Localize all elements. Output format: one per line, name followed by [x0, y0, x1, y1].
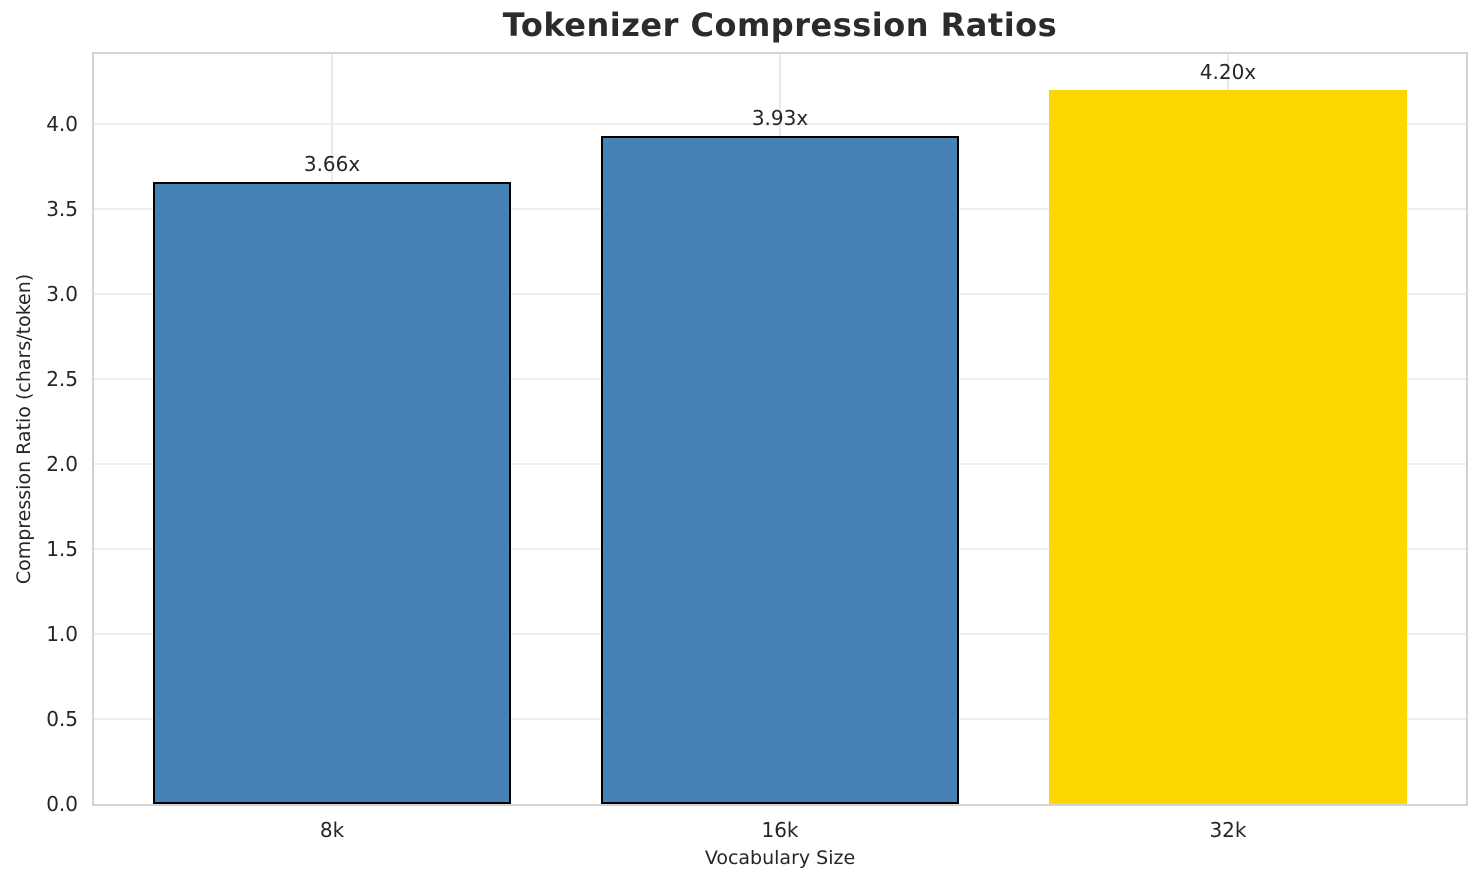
- plot-area: 3.66x 3.93x 4.20x: [92, 52, 1468, 806]
- chart-title: Tokenizer Compression Ratios: [502, 6, 1058, 44]
- bar-16k: [601, 135, 959, 804]
- bar-value-label: 4.20x: [1199, 59, 1257, 84]
- bar-32k: [1048, 89, 1407, 804]
- bar-value-label: 3.93x: [751, 105, 809, 130]
- y-tick-label: 4.0: [46, 111, 78, 136]
- bars-layer: 3.66x 3.93x 4.20x: [94, 54, 1466, 804]
- bar-value-label: 3.66x: [303, 151, 361, 176]
- x-tick-label-8k: 8k: [319, 818, 345, 842]
- y-tick-label: 0.5: [46, 706, 78, 731]
- y-tick-label: 0.0: [46, 792, 78, 816]
- x-axis-label: Vocabulary Size: [704, 847, 856, 869]
- y-tick-label: 2.0: [46, 451, 78, 476]
- x-tick-label-32k: 32k: [1209, 818, 1247, 842]
- y-tick-label: 1.0: [46, 621, 78, 646]
- y-tick-label: 2.5: [46, 366, 78, 391]
- y-tick-label: 3.0: [46, 281, 78, 306]
- y-tick-label: 1.5: [46, 536, 78, 561]
- x-tick-label-16k: 16k: [761, 818, 799, 842]
- bar-8k: [153, 181, 512, 804]
- y-tick-label: 3.5: [46, 196, 78, 221]
